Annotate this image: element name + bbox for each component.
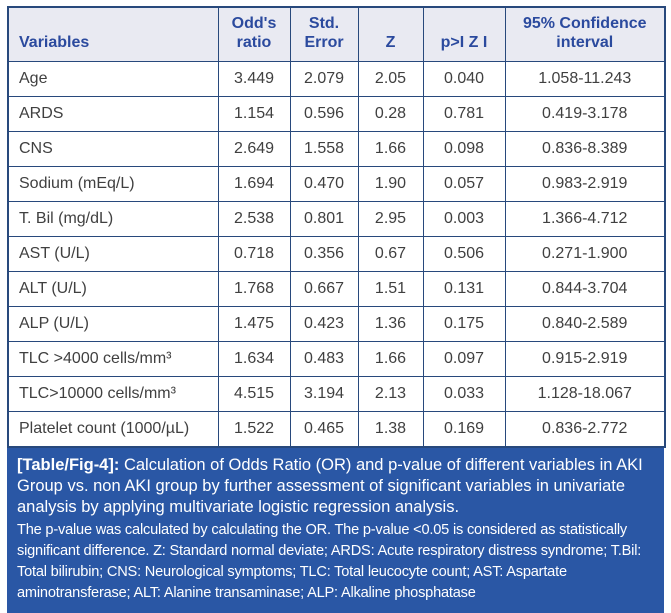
- figure-caption-text: Calculation of Odds Ratio (OR) and p-val…: [17, 455, 643, 516]
- header-odds-ratio: Odd's ratio: [217, 6, 291, 62]
- cell-z: 2.13: [357, 376, 424, 412]
- cell-p-value: 0.781: [422, 96, 506, 132]
- cell-variable: TLC>10000 cells/mm³: [7, 376, 219, 412]
- table-row: T. Bil (mg/dL) 2.538 0.801 2.95 0.003 1.…: [7, 201, 666, 237]
- cell-odds-ratio: 0.718: [217, 236, 291, 272]
- cell-p-value: 0.175: [422, 306, 506, 342]
- cell-odds-ratio: 3.449: [217, 61, 291, 97]
- cell-variable: ARDS: [7, 96, 219, 132]
- odds-ratio-table: Variables Odd's ratio Std. Error Z p>I Z…: [7, 6, 666, 448]
- cell-confidence-interval: 0.983-2.919: [504, 166, 666, 202]
- cell-confidence-interval: 0.840-2.589: [504, 306, 666, 342]
- cell-confidence-interval: 0.836-2.772: [504, 411, 666, 447]
- table-row: Platelet count (1000/µL) 1.522 0.465 1.3…: [7, 411, 666, 447]
- cell-std-error: 0.667: [289, 271, 359, 307]
- table-row: Age 3.449 2.079 2.05 0.040 1.058-11.243: [7, 61, 666, 97]
- table-row: ARDS 1.154 0.596 0.28 0.781 0.419-3.178: [7, 96, 666, 132]
- cell-std-error: 0.423: [289, 306, 359, 342]
- cell-std-error: 0.356: [289, 236, 359, 272]
- table-row: TLC>10000 cells/mm³ 4.515 3.194 2.13 0.0…: [7, 376, 666, 412]
- cell-variable: Sodium (mEq/L): [7, 166, 219, 202]
- cell-std-error: 0.801: [289, 201, 359, 237]
- cell-z: 0.67: [357, 236, 424, 272]
- cell-odds-ratio: 2.649: [217, 131, 291, 167]
- cell-p-value: 0.169: [422, 411, 506, 447]
- cell-variable: ALT (U/L): [7, 271, 219, 307]
- cell-p-value: 0.098: [422, 131, 506, 167]
- cell-z: 1.36: [357, 306, 424, 342]
- header-variables: Variables: [7, 6, 219, 62]
- cell-std-error: 0.465: [289, 411, 359, 447]
- cell-std-error: 3.194: [289, 376, 359, 412]
- cell-p-value: 0.506: [422, 236, 506, 272]
- cell-variable: Platelet count (1000/µL): [7, 411, 219, 447]
- cell-variable: AST (U/L): [7, 236, 219, 272]
- cell-p-value: 0.033: [422, 376, 506, 412]
- cell-confidence-interval: 0.915-2.919: [504, 341, 666, 377]
- cell-confidence-interval: 0.271-1.900: [504, 236, 666, 272]
- cell-odds-ratio: 1.154: [217, 96, 291, 132]
- table-body: Age 3.449 2.079 2.05 0.040 1.058-11.243 …: [7, 61, 666, 447]
- cell-variable: TLC >4000 cells/mm³: [7, 341, 219, 377]
- cell-odds-ratio: 1.768: [217, 271, 291, 307]
- cell-z: 1.38: [357, 411, 424, 447]
- cell-confidence-interval: 0.419-3.178: [504, 96, 666, 132]
- cell-std-error: 0.470: [289, 166, 359, 202]
- cell-confidence-interval: 0.844-3.704: [504, 271, 666, 307]
- cell-variable: Age: [7, 61, 219, 97]
- cell-z: 1.51: [357, 271, 424, 307]
- cell-std-error: 0.596: [289, 96, 359, 132]
- table-row: Sodium (mEq/L) 1.694 0.470 1.90 0.057 0.…: [7, 166, 666, 202]
- cell-z: 1.66: [357, 131, 424, 167]
- table-row: TLC >4000 cells/mm³ 1.634 0.483 1.66 0.0…: [7, 341, 666, 377]
- cell-variable: T. Bil (mg/dL): [7, 201, 219, 237]
- cell-confidence-interval: 1.366-4.712: [504, 201, 666, 237]
- table-row: ALT (U/L) 1.768 0.667 1.51 0.131 0.844-3…: [7, 271, 666, 307]
- cell-std-error: 0.483: [289, 341, 359, 377]
- cell-odds-ratio: 4.515: [217, 376, 291, 412]
- cell-p-value: 0.131: [422, 271, 506, 307]
- cell-p-value: 0.057: [422, 166, 506, 202]
- table-row: CNS 2.649 1.558 1.66 0.098 0.836-8.389: [7, 131, 666, 167]
- cell-p-value: 0.097: [422, 341, 506, 377]
- cell-std-error: 1.558: [289, 131, 359, 167]
- header-std-error: Std. Error: [289, 6, 359, 62]
- cell-confidence-interval: 0.836-8.389: [504, 131, 666, 167]
- cell-odds-ratio: 1.475: [217, 306, 291, 342]
- cell-std-error: 2.079: [289, 61, 359, 97]
- header-confidence-interval: 95% Confidence interval: [504, 6, 666, 62]
- header-z: Z: [357, 6, 424, 62]
- table-row: ALP (U/L) 1.475 0.423 1.36 0.175 0.840-2…: [7, 306, 666, 342]
- cell-z: 0.28: [357, 96, 424, 132]
- cell-z: 1.90: [357, 166, 424, 202]
- table-row: AST (U/L) 0.718 0.356 0.67 0.506 0.271-1…: [7, 236, 666, 272]
- cell-variable: ALP (U/L): [7, 306, 219, 342]
- cell-variable: CNS: [7, 131, 219, 167]
- table-header-row: Variables Odd's ratio Std. Error Z p>I Z…: [7, 6, 666, 62]
- cell-z: 1.66: [357, 341, 424, 377]
- cell-odds-ratio: 1.522: [217, 411, 291, 447]
- figure-caption: [Table/Fig-4]: Calculation of Odds Ratio…: [17, 455, 654, 518]
- figure-footnote: The p-value was calculated by calculatin…: [17, 521, 642, 601]
- figure-caption-block: [Table/Fig-4]: Calculation of Odds Ratio…: [7, 447, 664, 613]
- figure-caption-label: [Table/Fig-4]:: [17, 455, 120, 474]
- cell-z: 2.95: [357, 201, 424, 237]
- cell-z: 2.05: [357, 61, 424, 97]
- cell-confidence-interval: 1.058-11.243: [504, 61, 666, 97]
- table-header: Variables Odd's ratio Std. Error Z p>I Z…: [7, 6, 666, 62]
- cell-p-value: 0.040: [422, 61, 506, 97]
- cell-odds-ratio: 1.694: [217, 166, 291, 202]
- cell-p-value: 0.003: [422, 201, 506, 237]
- cell-confidence-interval: 1.128-18.067: [504, 376, 666, 412]
- cell-odds-ratio: 2.538: [217, 201, 291, 237]
- cell-odds-ratio: 1.634: [217, 341, 291, 377]
- header-p-value: p>I Z I: [422, 6, 506, 62]
